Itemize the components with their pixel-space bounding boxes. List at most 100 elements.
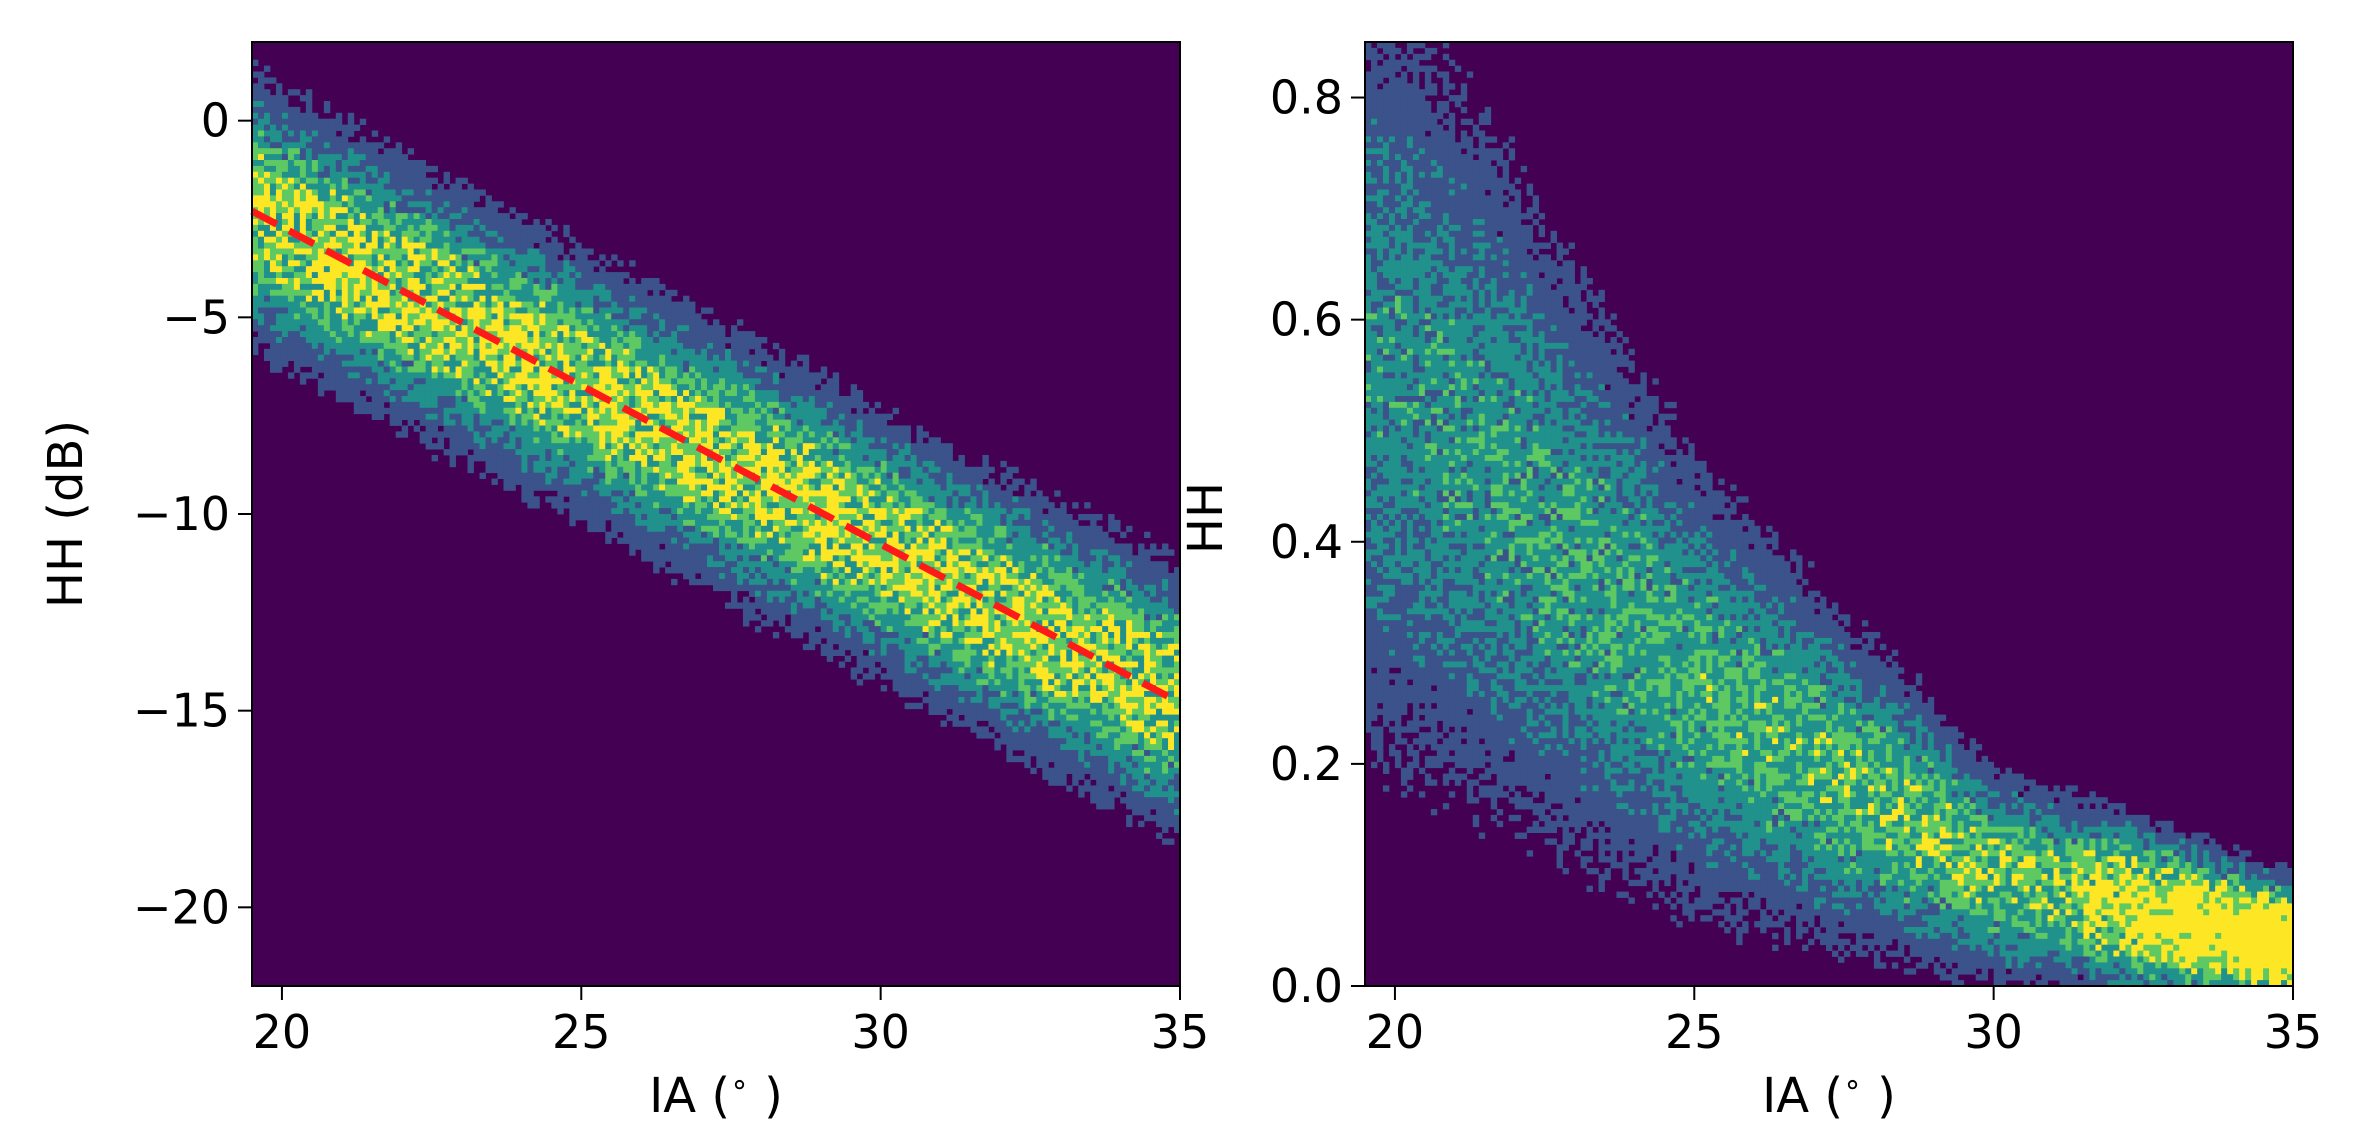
density-cell xyxy=(742,567,750,574)
density-cell xyxy=(718,484,726,491)
density-cell xyxy=(653,319,660,326)
density-cell xyxy=(341,366,349,373)
density-cell xyxy=(778,584,786,592)
density-cell xyxy=(671,384,678,391)
density-cell xyxy=(371,230,379,238)
density-cell xyxy=(850,401,858,409)
density-cell xyxy=(665,543,672,550)
density-cell xyxy=(623,478,630,485)
density-cell xyxy=(671,342,678,350)
density-cell xyxy=(808,460,816,468)
density-cell xyxy=(485,396,492,403)
density-cell xyxy=(742,478,750,485)
density-cell xyxy=(760,573,768,580)
density-cell xyxy=(665,567,672,574)
density-cell xyxy=(629,283,636,291)
density-cell xyxy=(275,272,283,279)
density-cell xyxy=(766,514,774,521)
density-cell xyxy=(802,608,810,615)
density-cell xyxy=(443,378,450,385)
density-cell xyxy=(287,331,295,338)
density-cell xyxy=(365,313,373,320)
density-cell xyxy=(509,219,516,226)
density-cell xyxy=(407,283,415,291)
density-cell xyxy=(647,531,654,538)
density-cell xyxy=(545,401,552,409)
density-cell xyxy=(736,490,744,497)
density-cell xyxy=(395,331,403,338)
density-cell xyxy=(629,525,636,533)
density-cell xyxy=(695,413,702,420)
density-cell xyxy=(563,460,570,468)
density-cell xyxy=(545,283,552,291)
density-cell xyxy=(521,301,528,308)
density-cell xyxy=(677,407,684,415)
density-cell xyxy=(689,354,696,361)
density-cell xyxy=(407,325,415,332)
density-cell xyxy=(683,319,690,326)
density-cell xyxy=(539,425,546,432)
density-cell xyxy=(365,219,373,226)
density-cell xyxy=(425,254,433,261)
density-cell xyxy=(707,325,714,332)
density-cell xyxy=(257,260,265,267)
density-cell xyxy=(252,71,259,78)
density-cell xyxy=(886,602,894,609)
density-cell xyxy=(503,413,510,420)
density-cell xyxy=(455,372,462,379)
density-cell xyxy=(269,230,277,238)
density-cell xyxy=(401,313,409,320)
density-cell xyxy=(287,89,295,96)
density-cell xyxy=(347,118,355,125)
density-cell xyxy=(407,148,415,155)
density-cell xyxy=(856,443,864,450)
density-cell xyxy=(329,366,337,373)
density-cell xyxy=(814,419,822,426)
density-cell xyxy=(539,242,546,249)
density-cell xyxy=(754,372,762,379)
density-cell xyxy=(425,224,433,232)
density-cell xyxy=(838,525,846,533)
density-cell xyxy=(587,425,594,432)
density-cell xyxy=(401,154,409,161)
density-cell xyxy=(455,177,462,184)
density-cell xyxy=(653,443,660,450)
density-cell xyxy=(431,301,438,308)
density-cell xyxy=(353,301,361,308)
density-cell xyxy=(707,496,714,503)
density-cell xyxy=(527,425,534,432)
density-cell xyxy=(425,230,433,238)
density-cell xyxy=(838,578,846,586)
density-cell xyxy=(317,160,325,167)
density-cell xyxy=(736,348,744,356)
density-cell xyxy=(461,254,468,261)
density-cell xyxy=(413,425,421,432)
density-cell xyxy=(353,260,361,267)
density-cell xyxy=(257,331,265,338)
density-cell xyxy=(683,490,690,497)
density-cell xyxy=(665,443,672,450)
density-cell xyxy=(647,537,654,544)
density-cell xyxy=(892,478,900,485)
density-cell xyxy=(389,390,397,397)
density-cell xyxy=(862,626,870,633)
density-cell xyxy=(623,460,630,468)
density-cell xyxy=(557,425,564,432)
density-cell xyxy=(808,407,816,415)
density-cell xyxy=(730,407,738,415)
density-cell xyxy=(359,171,367,179)
density-cell xyxy=(713,508,720,515)
density-cell xyxy=(587,337,594,344)
density-cell xyxy=(886,637,894,645)
density-cell xyxy=(736,514,744,521)
density-cell xyxy=(742,443,750,450)
density-cell xyxy=(425,366,433,373)
density-cell xyxy=(389,384,397,391)
density-cell xyxy=(503,313,510,320)
density-cell xyxy=(623,472,630,479)
density-cell xyxy=(647,325,654,332)
density-cell xyxy=(868,655,876,662)
density-cell xyxy=(599,313,606,320)
density-cell xyxy=(389,207,397,214)
density-cell xyxy=(569,478,576,485)
